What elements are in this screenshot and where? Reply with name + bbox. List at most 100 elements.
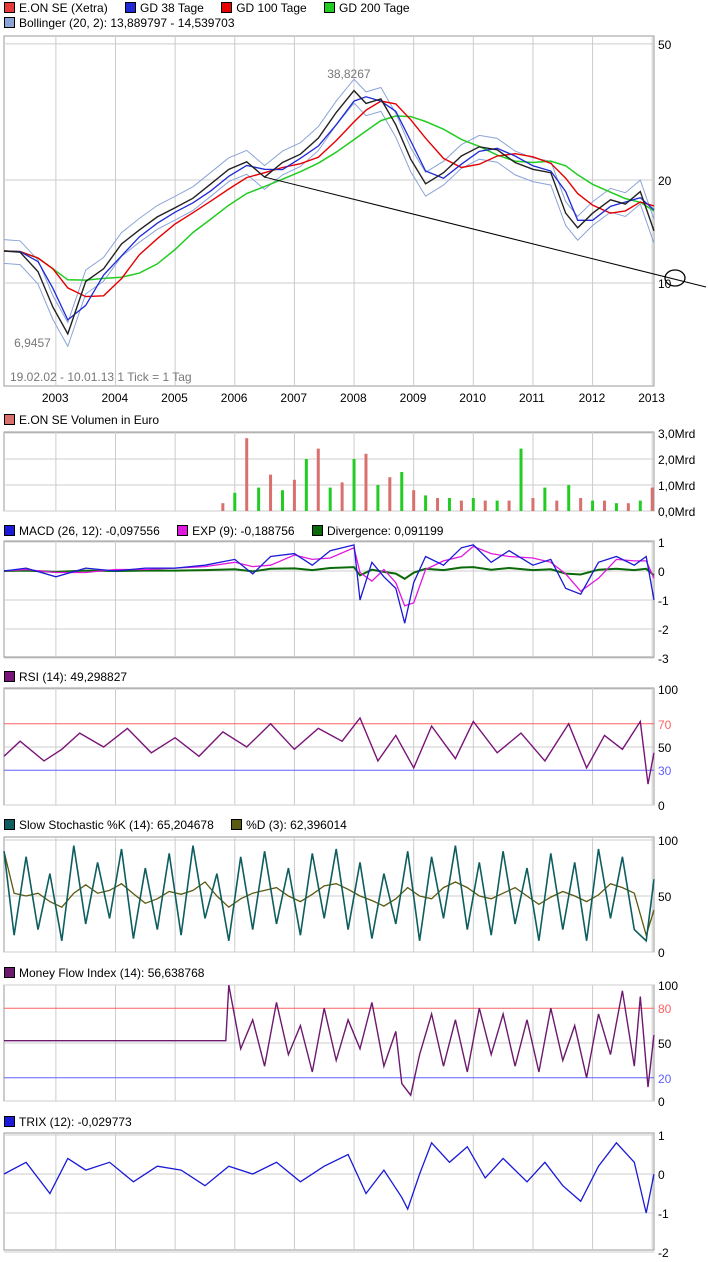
y-tick-label: 1 bbox=[658, 1129, 665, 1143]
legend-swatch bbox=[4, 17, 15, 28]
volume-bar bbox=[591, 500, 595, 511]
legend-swatch bbox=[4, 819, 15, 830]
volume-bar bbox=[424, 495, 428, 511]
legend-swatch bbox=[125, 2, 137, 13]
price-line bbox=[3, 89, 655, 336]
y-tick-label: 70 bbox=[658, 718, 672, 732]
y-tick-label: 80 bbox=[658, 1002, 672, 1016]
volume-bar bbox=[603, 500, 607, 511]
x-tick-label: 2010 bbox=[459, 391, 486, 405]
legend-swatch bbox=[4, 414, 15, 425]
gd38-line bbox=[3, 96, 655, 321]
macd-legend: MACD (26, 12): -0,097556 EXP (9): -0,188… bbox=[4, 524, 457, 538]
legend-swatch bbox=[311, 525, 323, 536]
y-tick-label: 0 bbox=[658, 1168, 665, 1182]
volume-bar bbox=[471, 498, 475, 511]
divergence-line bbox=[3, 566, 655, 580]
bollinger-legend: Bollinger (20, 2): 13,889797 - 14,539703 bbox=[4, 16, 235, 30]
volume-bar bbox=[543, 487, 547, 511]
legend-exp: EXP (9): -0,188756 bbox=[177, 524, 295, 538]
y-tick-label: 2,0Mrd bbox=[658, 453, 695, 467]
y-tick-label: -2 bbox=[658, 1246, 669, 1260]
volume-bar bbox=[400, 472, 404, 511]
macd-line bbox=[3, 544, 655, 624]
x-tick-label: 2003 bbox=[42, 391, 69, 405]
stoch-k-line bbox=[3, 845, 655, 943]
y-tick-label: 10 bbox=[658, 277, 672, 291]
legend-price: E.ON SE (Xetra) bbox=[4, 1, 108, 15]
rsi-line bbox=[3, 716, 655, 785]
volume-bar bbox=[245, 438, 249, 511]
y-tick-label: 100 bbox=[658, 834, 678, 848]
y-tick-label: 100 bbox=[658, 979, 678, 993]
low-annotation: 6,9457 bbox=[14, 336, 51, 350]
legend-macd: MACD (26, 12): -0,097556 bbox=[4, 524, 160, 538]
volume-bar bbox=[340, 482, 344, 511]
volume-bar bbox=[257, 487, 261, 511]
y-tick-label: 0 bbox=[658, 799, 665, 813]
legend-stoch-d: %D (3): 62,396014 bbox=[231, 818, 347, 832]
y-tick-label: 0 bbox=[658, 1095, 665, 1109]
volume-bar bbox=[447, 498, 451, 511]
volume-bar bbox=[233, 492, 237, 511]
price-plot-area bbox=[3, 35, 655, 387]
volume-bar bbox=[304, 459, 308, 511]
volume-bar bbox=[352, 459, 356, 511]
y-tick-label: -2 bbox=[658, 623, 669, 637]
volume-bar bbox=[292, 479, 296, 511]
volume-bar bbox=[495, 500, 499, 511]
y-tick-label: 20 bbox=[658, 174, 672, 188]
y-tick-label: 0,0Mrd bbox=[658, 505, 695, 519]
x-tick-label: 2006 bbox=[221, 391, 248, 405]
high-annotation: 38,8267 bbox=[327, 67, 371, 81]
volume-bar bbox=[459, 500, 463, 511]
volume-bar bbox=[650, 487, 654, 511]
y-tick-label: 20 bbox=[658, 1072, 672, 1086]
y-tick-label: 100 bbox=[658, 683, 678, 697]
volume-bar bbox=[638, 500, 642, 511]
legend-gd200: GD 200 Tage bbox=[324, 1, 410, 15]
volume-bar bbox=[316, 448, 320, 511]
volume-bar bbox=[269, 474, 273, 511]
trend-circle bbox=[664, 269, 686, 287]
rsi-legend: RSI (14): 49,298827 bbox=[4, 670, 127, 684]
volume-bar bbox=[328, 487, 332, 511]
y-tick-label: 3,0Mrd bbox=[658, 427, 695, 441]
volume-bar bbox=[280, 490, 284, 511]
volume-bar bbox=[531, 498, 535, 511]
price-legend: E.ON SE (Xetra) GD 38 Tage GD 100 Tage G… bbox=[4, 1, 424, 15]
legend-swatch bbox=[221, 2, 233, 13]
legend-swatch bbox=[324, 2, 336, 13]
x-tick-label: 2005 bbox=[161, 391, 188, 405]
trix-plot-area bbox=[3, 1132, 655, 1251]
volume-bar bbox=[555, 500, 559, 511]
volume-bar bbox=[412, 490, 416, 511]
legend-swatch bbox=[4, 525, 15, 536]
y-tick-label: 50 bbox=[658, 890, 672, 904]
volume-bar bbox=[507, 500, 511, 511]
x-tick-label: 2012 bbox=[579, 391, 606, 405]
legend-swatch bbox=[4, 671, 15, 682]
legend-swatch bbox=[231, 819, 243, 830]
x-tick-label: 2008 bbox=[340, 391, 367, 405]
y-tick-label: -3 bbox=[658, 652, 669, 666]
volume-bar bbox=[567, 485, 571, 511]
y-tick-label: 30 bbox=[658, 764, 672, 778]
x-tick-label: 2004 bbox=[102, 391, 129, 405]
legend-swatch bbox=[4, 1116, 15, 1127]
volume-bar bbox=[364, 453, 368, 511]
legend-gd38: GD 38 Tage bbox=[125, 1, 204, 15]
y-tick-label: 1 bbox=[658, 536, 665, 550]
y-tick-label: 50 bbox=[658, 38, 672, 52]
y-tick-label: 50 bbox=[658, 741, 672, 755]
mfi-line bbox=[4, 984, 655, 1097]
volume-bar bbox=[519, 448, 523, 511]
x-tick-label: 2009 bbox=[400, 391, 427, 405]
y-tick-label: -1 bbox=[658, 594, 669, 608]
y-tick-label: 0 bbox=[658, 946, 665, 960]
trix-line bbox=[3, 1141, 655, 1214]
y-tick-label: 1,0Mrd bbox=[658, 479, 695, 493]
legend-stoch-k: Slow Stochastic %K (14): 65,204678 bbox=[4, 818, 214, 832]
y-tick-label: 50 bbox=[658, 1037, 672, 1051]
